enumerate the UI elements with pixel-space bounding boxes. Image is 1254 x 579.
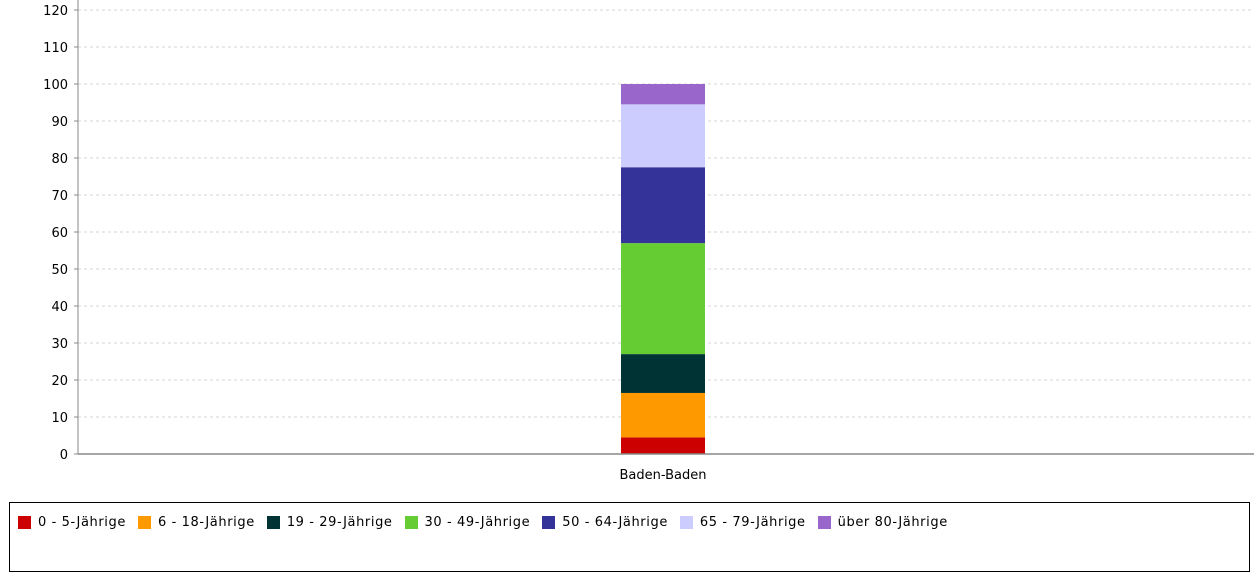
y-tick-label: 80 xyxy=(51,152,68,167)
stacked-bar xyxy=(621,84,705,454)
legend-item: 19 - 29-Jährige xyxy=(266,511,393,534)
legend-swatch xyxy=(404,516,418,529)
legend-item: 0 - 5-Jährige xyxy=(18,511,126,534)
legend-label: 0 - 5-Jährige xyxy=(38,515,126,530)
legend-item: 6 - 18-Jährige xyxy=(137,511,255,534)
y-tick-label: 0 xyxy=(60,448,68,463)
legend-item: 65 - 79-Jährige xyxy=(679,511,806,534)
y-tick-label: 120 xyxy=(43,4,68,19)
legend-swatch xyxy=(817,516,831,529)
x-axis-ticks: Baden-Baden xyxy=(620,468,707,483)
bar-segment-5 xyxy=(621,167,705,244)
legend-items: 0 - 5-Jährige 6 - 18-Jährige 19 - 29-Jähri… xyxy=(18,511,1249,534)
y-tick-label: 70 xyxy=(51,189,68,204)
y-tick-label: 40 xyxy=(51,300,68,315)
bar-segment-1 xyxy=(621,437,705,454)
legend-label: 65 - 79-Jährige xyxy=(699,515,806,530)
y-axis-ticks: 0 10 20 30 40 50 60 70 80 90 100 110 120 xyxy=(43,4,78,463)
x-tick-label: Baden-Baden xyxy=(620,468,707,483)
legend-label: 50 - 64-Jährige xyxy=(562,515,668,530)
legend: 0 - 5-Jährige 6 - 18-Jährige 19 - 29-Jähri… xyxy=(9,502,1250,572)
y-tick-label: 50 xyxy=(51,263,68,278)
chart-plot: 0 10 20 30 40 50 60 70 80 90 100 110 120 Baden-Baden xyxy=(43,0,1254,483)
legend-label: 30 - 49-Jährige xyxy=(424,515,531,530)
bar-segment-7 xyxy=(621,84,705,105)
y-tick-label: 90 xyxy=(51,115,68,130)
bar-segment-2 xyxy=(621,392,705,438)
legend-swatch xyxy=(542,516,556,529)
legend-swatch xyxy=(266,516,280,529)
bar-segment-3 xyxy=(621,354,705,393)
legend-item: 30 - 49-Jährige xyxy=(404,511,531,534)
legend-swatch xyxy=(679,516,693,529)
legend-item: 50 - 64-Jährige xyxy=(542,511,668,534)
bar-segment-6 xyxy=(621,104,705,168)
y-tick-label: 100 xyxy=(43,78,68,93)
bar-segment-4 xyxy=(621,243,705,355)
legend-label: 19 - 29-Jährige xyxy=(286,515,393,530)
legend-label: über 80-Jährige xyxy=(837,515,948,530)
legend-swatch xyxy=(18,516,31,529)
legend-item: über 80-Jährige xyxy=(817,511,948,534)
y-tick-label: 60 xyxy=(51,226,68,241)
y-tick-label: 30 xyxy=(51,337,68,352)
legend-swatch xyxy=(137,516,151,529)
y-tick-label: 10 xyxy=(51,411,68,426)
y-tick-label: 20 xyxy=(51,374,68,389)
y-tick-label: 110 xyxy=(43,41,68,56)
legend-label: 6 - 18-Jährige xyxy=(157,515,255,530)
